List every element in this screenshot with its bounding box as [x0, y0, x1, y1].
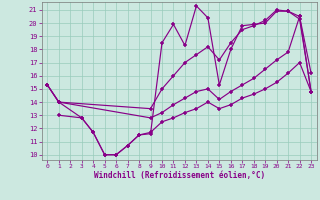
X-axis label: Windchill (Refroidissement éolien,°C): Windchill (Refroidissement éolien,°C)	[94, 171, 265, 180]
